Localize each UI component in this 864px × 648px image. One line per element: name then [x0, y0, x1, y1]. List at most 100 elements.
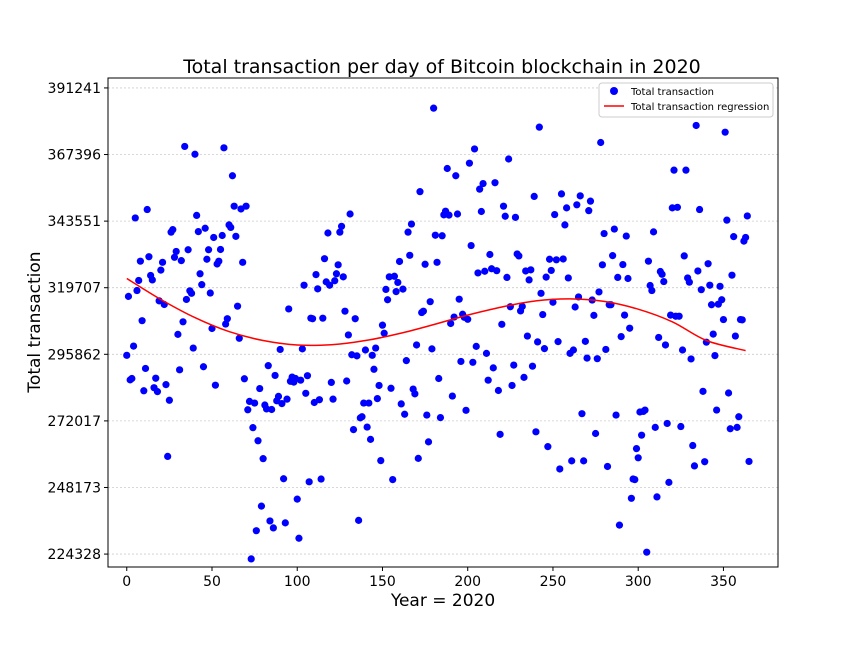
data-point — [551, 210, 559, 219]
data-point — [462, 406, 470, 414]
data-point — [360, 399, 368, 407]
legend-box — [598, 82, 774, 118]
data-point — [476, 185, 484, 193]
data-point — [336, 228, 344, 236]
data-point — [499, 202, 508, 210]
data-point — [632, 444, 641, 453]
x-tick-label: 100 — [284, 574, 311, 590]
data-point — [196, 270, 204, 278]
data-point — [315, 396, 323, 404]
data-point — [557, 190, 566, 198]
data-point — [438, 232, 446, 240]
data-point — [129, 342, 138, 350]
data-point — [204, 246, 213, 254]
data-point — [341, 307, 349, 315]
data-point — [443, 164, 451, 173]
data-point — [242, 202, 250, 210]
data-point — [447, 319, 455, 328]
data-point — [274, 392, 283, 400]
data-point — [249, 424, 257, 432]
data-point — [457, 357, 465, 366]
data-point — [247, 555, 255, 563]
data-point — [610, 225, 618, 233]
data-point — [402, 357, 410, 365]
data-point — [431, 231, 439, 239]
data-point — [395, 257, 404, 266]
data-point — [162, 381, 170, 389]
data-point — [157, 266, 165, 274]
data-point — [644, 257, 653, 265]
data-point — [527, 266, 535, 274]
data-point — [549, 298, 557, 306]
data-point — [334, 261, 342, 269]
data-point — [742, 233, 750, 242]
data-point — [187, 289, 196, 297]
legend-marker-scatter — [610, 87, 618, 95]
data-point — [153, 388, 162, 396]
data-point — [675, 312, 683, 320]
data-point — [709, 330, 717, 338]
data-point — [615, 521, 624, 529]
data-point — [181, 142, 189, 151]
data-point — [366, 435, 375, 443]
data-point — [537, 289, 545, 297]
scatter-points — [123, 104, 753, 563]
data-point — [598, 261, 607, 269]
data-point — [141, 364, 150, 373]
data-point — [176, 366, 184, 374]
x-axis-label: Year = 2020 — [390, 591, 495, 611]
data-point — [576, 192, 584, 200]
data-point — [164, 452, 172, 461]
data-point — [407, 220, 416, 228]
data-point — [428, 345, 436, 353]
data-point — [266, 517, 274, 525]
data-point — [314, 285, 322, 293]
y-tick-label: 391241 — [48, 81, 101, 97]
data-point — [448, 392, 456, 400]
data-point — [619, 260, 627, 269]
data-point — [189, 344, 197, 352]
data-point — [728, 271, 736, 279]
data-point — [520, 373, 528, 381]
data-point — [295, 534, 303, 542]
data-point — [211, 381, 220, 389]
data-point — [232, 232, 240, 240]
data-point — [133, 286, 141, 295]
data-point — [505, 155, 513, 163]
x-tick-label: 50 — [203, 574, 221, 590]
data-point — [329, 395, 337, 403]
data-point — [455, 295, 463, 303]
data-point — [496, 430, 504, 438]
data-point — [491, 179, 499, 187]
data-point — [547, 266, 555, 275]
data-point — [590, 311, 598, 319]
data-point — [297, 376, 305, 384]
data-point — [257, 502, 266, 510]
data-point — [198, 281, 206, 289]
data-point — [380, 329, 388, 337]
data-point — [573, 201, 581, 209]
data-point — [430, 104, 438, 112]
data-point — [252, 527, 260, 535]
data-point — [300, 281, 308, 289]
data-point — [474, 269, 482, 277]
data-point — [631, 475, 639, 484]
data-point — [152, 374, 160, 382]
data-point — [215, 257, 223, 265]
data-point — [256, 384, 264, 393]
data-point — [368, 351, 376, 359]
data-point — [375, 381, 383, 390]
data-point — [697, 286, 705, 294]
data-point — [169, 226, 177, 234]
data-point — [486, 250, 494, 259]
data-point — [394, 278, 402, 287]
data-point — [170, 253, 179, 261]
data-point — [165, 396, 173, 404]
data-point — [649, 228, 658, 236]
data-point — [390, 272, 399, 280]
data-point — [372, 344, 380, 352]
data-point — [634, 454, 642, 462]
data-point — [559, 255, 567, 263]
data-point — [279, 475, 288, 483]
